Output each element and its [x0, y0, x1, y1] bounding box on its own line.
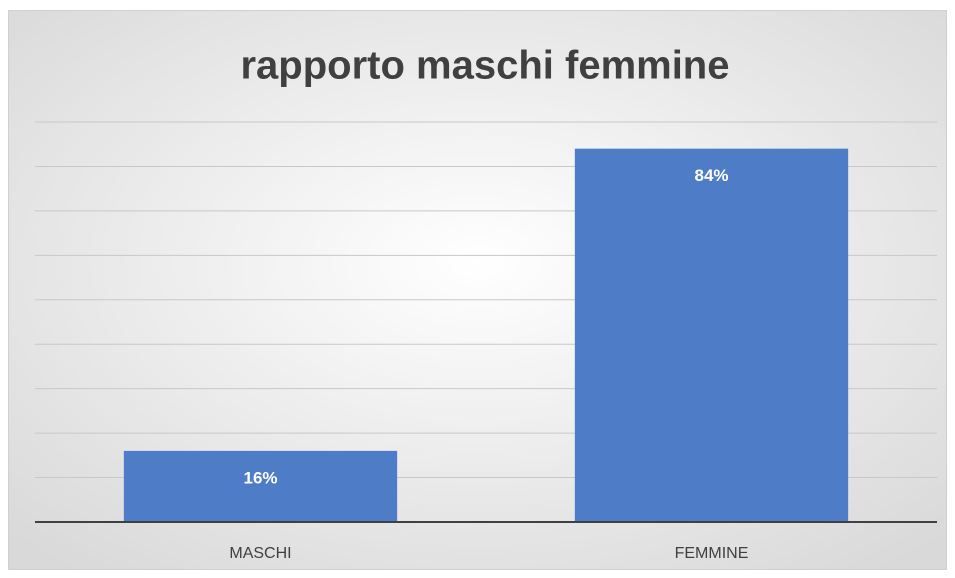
chart-title: rapporto maschi femmine	[240, 44, 729, 88]
bar	[574, 148, 849, 522]
data-label: 16%	[243, 468, 277, 487]
data-label: 84%	[694, 166, 728, 185]
x-tick-label: FEMMINE	[675, 545, 749, 562]
x-tick-label: MASCHI	[229, 545, 291, 562]
bar	[123, 450, 398, 522]
